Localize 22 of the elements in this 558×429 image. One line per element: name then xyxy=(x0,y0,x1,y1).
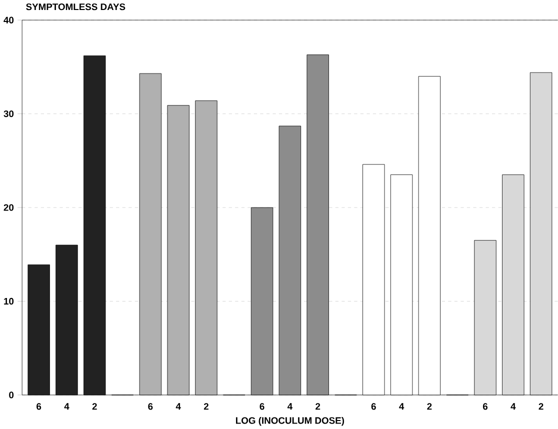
y-tick-label: 0 xyxy=(9,392,14,398)
y-tick-label: 40 xyxy=(4,16,14,24)
x-tick-label: 4 xyxy=(510,403,516,410)
x-tick-label: 6 xyxy=(36,403,42,410)
x-tick-label: 2 xyxy=(427,403,432,410)
y-tick-label: 20 xyxy=(4,204,14,211)
x-tick-label: 6 xyxy=(260,403,264,410)
x-tick-label: 6 xyxy=(371,403,376,410)
chart-title: SYMPTOMLESS DAYS xyxy=(26,3,126,10)
x-tick-label: 2 xyxy=(538,403,544,410)
x-tick-label: 2 xyxy=(316,403,320,410)
x-tick-label: 4 xyxy=(287,403,292,410)
x-tick-label: 6 xyxy=(482,403,488,410)
x-tick-label: 2 xyxy=(204,403,208,410)
x-tick-label: 6 xyxy=(148,403,153,410)
y-tick-label: 10 xyxy=(4,298,14,304)
x-tick-label: 4 xyxy=(399,403,404,410)
y-tick-label: 30 xyxy=(4,110,14,118)
x-axis-title: LOG (INOCULUM DOSE) xyxy=(236,416,344,426)
x-tick-label: 4 xyxy=(176,403,181,410)
x-tick-label: 2 xyxy=(92,403,97,410)
x-tick-label: 4 xyxy=(64,403,70,410)
